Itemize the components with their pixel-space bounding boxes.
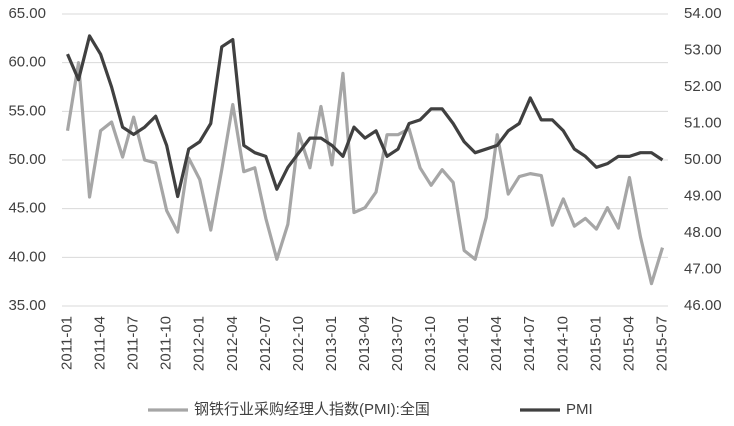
y-tick-label: 35.00 [8, 297, 46, 314]
x-tick-label: 2011-04 [92, 316, 109, 370]
y2-tick-label: 49.00 [684, 187, 722, 204]
y2-tick-label: 46.00 [684, 297, 722, 314]
x-tick-label: 2013-07 [389, 316, 406, 371]
x-tick-label: 2012-04 [224, 316, 241, 371]
x-tick-label: 2015-01 [587, 316, 604, 371]
legend-label: 钢铁行业采购经理人指数(PMI):全国 [194, 400, 430, 418]
series-line [66, 34, 664, 199]
x-tick-label: 2013-04 [356, 316, 373, 371]
x-tick-label: 2011-07 [125, 316, 142, 370]
y-tick-label: 65.00 [8, 5, 46, 22]
x-tick-label: 2012-07 [257, 316, 274, 371]
x-tick-label: 2011-10 [158, 316, 175, 370]
y2-tick-label: 53.00 [684, 41, 722, 58]
x-tick-label: 2014-07 [521, 316, 538, 371]
y2-tick-label: 52.00 [684, 78, 722, 95]
y2-tick-label: 47.00 [684, 260, 722, 277]
x-tick-label: 2012-10 [290, 316, 307, 371]
x-tick-label: 2014-04 [488, 316, 505, 371]
y-tick-label: 50.00 [8, 151, 46, 168]
legend-label: PMI [566, 401, 593, 418]
x-tick-label: 2015-04 [620, 316, 637, 371]
x-tick-label: 2011-01 [58, 316, 75, 370]
x-tick-label: 2014-01 [455, 316, 472, 371]
x-tick-label: 2013-10 [422, 316, 439, 371]
y-tick-label: 40.00 [8, 248, 46, 265]
y-tick-label: 60.00 [8, 54, 46, 71]
y2-tick-label: 54.00 [684, 5, 722, 22]
x-tick-label: 2012-01 [191, 316, 208, 371]
x-tick-label: 2014-10 [554, 316, 571, 371]
y-tick-label: 45.00 [8, 200, 46, 217]
y-tick-label: 55.00 [8, 102, 46, 119]
y2-tick-label: 48.00 [684, 224, 722, 241]
series-line [65, 61, 665, 286]
y2-tick-label: 51.00 [684, 114, 722, 131]
x-tick-label: 2013-01 [323, 316, 340, 371]
x-tick-label: 2015-07 [653, 316, 670, 371]
y2-tick-label: 50.00 [684, 151, 722, 168]
